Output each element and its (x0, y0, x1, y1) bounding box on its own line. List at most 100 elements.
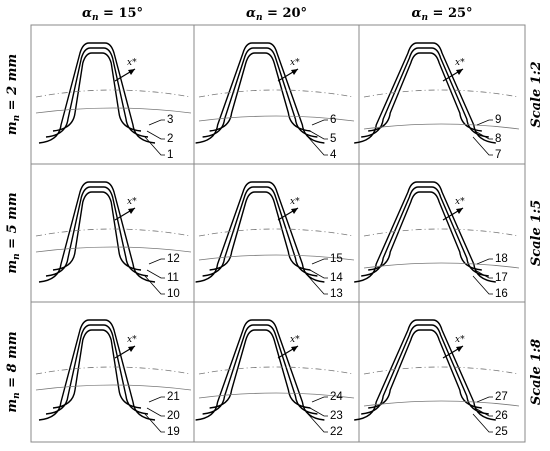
profile-number: 9 (495, 114, 501, 126)
tooth-profile-12 (52, 191, 142, 271)
leader-line (307, 136, 328, 156)
tooth-profile-4 (195, 42, 325, 144)
grid-frame (30, 24, 526, 443)
leader-line (309, 269, 328, 279)
profile-number: 20 (167, 410, 180, 422)
leader-line (472, 275, 493, 295)
panels: x*321x*654x*987x*121110x*151413x*181716x… (35, 42, 520, 438)
arrow-head (456, 69, 463, 75)
profile-number: 6 (330, 114, 336, 126)
panel-r3-c2: x* 24 23 22 (195, 319, 355, 438)
tooth-profile-26 (361, 324, 489, 415)
tooth-profile-10 (38, 181, 156, 283)
profile-number: 12 (167, 253, 180, 265)
profile-shift-label: x* (290, 197, 300, 207)
leader-line (474, 269, 493, 279)
profile-shift-label: x* (455, 335, 465, 345)
scale-labels: Scale 1:2 Scale 1:5 Scale 1:8 (529, 61, 544, 405)
leader-line (474, 130, 493, 140)
base-circle (363, 400, 520, 407)
panel-r2-c2: x* 15 14 13 (195, 181, 355, 300)
profile-number: 26 (495, 410, 508, 422)
pitch-circle (35, 89, 192, 98)
leader-line (311, 396, 328, 403)
leader-line (146, 130, 165, 140)
leader-line (309, 407, 328, 417)
base-circle (35, 246, 192, 253)
arrow-head (456, 208, 463, 214)
column-header-1: αn = 15° (82, 6, 143, 23)
base-circle (35, 384, 192, 391)
pitch-circle (363, 366, 520, 375)
tooth-profile-11 (45, 186, 149, 277)
arrow-head (456, 346, 463, 352)
profile-number: 5 (330, 133, 336, 145)
tooth-profile-9 (368, 52, 482, 132)
leader-line (476, 258, 493, 265)
scale-label-1: Scale 1:2 (529, 61, 544, 127)
row-header-2: mn = 5 mm (5, 192, 22, 273)
tooth-profile-6 (209, 52, 311, 132)
arrow-head (128, 69, 135, 75)
tooth-profile-2 (45, 47, 149, 138)
base-circle (363, 123, 520, 130)
tooth-profile-14 (202, 186, 318, 277)
base-circle (363, 262, 520, 269)
profile-number: 11 (167, 272, 179, 284)
tooth-profile-15 (209, 191, 311, 271)
panel-r2-c3: x* 18 17 16 (354, 181, 520, 300)
scale-label-3: Scale 1:8 (529, 339, 544, 405)
profile-number: 21 (167, 391, 180, 403)
leader-line (472, 413, 493, 433)
leader-line (144, 136, 165, 156)
column-header-2: αn = 20° (246, 6, 307, 23)
scale-label-2: Scale 1:5 (529, 200, 544, 266)
arrow-head (291, 69, 298, 75)
pitch-circle (198, 89, 355, 98)
profile-number: 17 (495, 272, 508, 284)
leader-line (146, 407, 165, 417)
base-circle (198, 254, 355, 261)
panel-r3-c3: x* 27 26 25 (354, 319, 520, 438)
pitch-circle (35, 366, 192, 375)
leader-line (311, 258, 328, 265)
leader-line (146, 269, 165, 279)
panel-r1-c3: x* 9 8 7 (354, 42, 520, 161)
row-headers: mn = 2 mm mn = 5 mm mn = 8 mm (5, 54, 22, 413)
pitch-circle (198, 228, 355, 237)
row-header-3: mn = 8 mm (5, 331, 22, 412)
profile-number: 23 (330, 410, 343, 422)
leader-line (309, 130, 328, 140)
row-header-1: mn = 2 mm (5, 54, 22, 135)
profile-shift-label: x* (455, 197, 465, 207)
leader-line (148, 258, 165, 265)
leader-line (476, 396, 493, 403)
panel-grid (30, 24, 526, 443)
profile-shift-label: x* (127, 197, 137, 207)
leader-line (144, 275, 165, 295)
pitch-circle (363, 89, 520, 98)
arrow-head (291, 208, 298, 214)
profile-number: 27 (495, 391, 508, 403)
profile-number: 10 (167, 288, 180, 300)
pitch-circle (198, 366, 355, 375)
leader-line (144, 413, 165, 433)
tooth-profile-19 (38, 319, 156, 421)
profile-number: 14 (330, 272, 343, 284)
column-headers: αn = 15° αn = 20° αn = 25° (82, 6, 473, 23)
profile-number: 16 (495, 288, 508, 300)
leader-line (476, 119, 493, 126)
profile-number: 15 (330, 253, 343, 265)
profile-shift-label: x* (127, 58, 137, 68)
profile-shift-label: x* (455, 58, 465, 68)
pitch-circle (35, 228, 192, 237)
profile-number: 1 (167, 149, 173, 161)
leader-line (148, 119, 165, 126)
tooth-profile-20 (45, 324, 149, 415)
base-circle (35, 107, 192, 114)
profile-number: 2 (167, 133, 173, 145)
pitch-circle (363, 228, 520, 237)
panel-r1-c2: x* 6 5 4 (195, 42, 355, 161)
panel-r1-c1: x* 3 2 1 (35, 42, 192, 161)
